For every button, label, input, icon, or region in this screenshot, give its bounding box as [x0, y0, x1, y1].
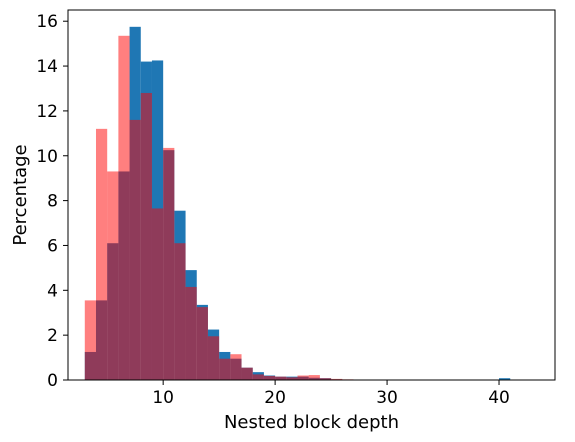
- x-tick-label: 20: [264, 388, 286, 408]
- plot-frame: [67, 9, 556, 381]
- y-tick-label: 14: [36, 57, 58, 77]
- histogram-bar-series-2-bin-16: [252, 374, 264, 380]
- x-axis: 10 20 30 40: [152, 380, 510, 408]
- histogram-bar-series-2-bin-21: [308, 375, 320, 380]
- x-tick-label: 40: [488, 388, 510, 408]
- y-tick-label: 2: [47, 326, 58, 346]
- histogram-bar-series-2-bin-23: [331, 378, 343, 380]
- y-tick-label: 12: [36, 102, 58, 122]
- y-axis-label: Percentage: [10, 144, 31, 245]
- histogram-bar-series-2-bin-22: [319, 378, 332, 380]
- y-tick-label: 4: [47, 281, 58, 301]
- histogram-bar-series-2-bin-9: [174, 243, 186, 380]
- histogram-bar-series-2-bin-19: [286, 377, 298, 380]
- histogram-bar-series-2-bin-7: [151, 208, 164, 380]
- y-axis: 0 2 4 6 8 10 12 14 16: [36, 12, 68, 391]
- x-axis-label: Nested block depth: [224, 412, 399, 433]
- histogram-bar-series-2-bin-17: [263, 375, 276, 380]
- histogram-bar-series-2-bin-15: [241, 367, 253, 380]
- histogram-bar-series-1-bin-38: [499, 378, 511, 380]
- histogram-bar-series-2-bin-13: [219, 358, 231, 380]
- x-tick-label: 30: [376, 388, 398, 408]
- y-tick-label: 8: [47, 192, 58, 212]
- histogram-bar-series-2-bin-3: [107, 171, 119, 380]
- histogram-bar-series-2-bin-12: [207, 336, 220, 380]
- histogram-bar-series-2-bin-2: [95, 128, 108, 380]
- y-tick-label: 16: [36, 12, 58, 32]
- y-tick-label: 6: [47, 236, 58, 256]
- histogram-bar-series-2-bin-1: [84, 300, 96, 380]
- histogram-bar-series-2-bin-8: [163, 147, 175, 380]
- x-tick-label: 10: [152, 388, 174, 408]
- histogram-bar-series-2-bin-14: [230, 354, 242, 380]
- histogram-bar-series-2-bin-18: [275, 376, 287, 380]
- histogram-bar-series-2-bin-5: [129, 119, 141, 380]
- y-tick-label: 10: [36, 147, 58, 167]
- histogram-bar-series-2-bin-6: [140, 92, 152, 380]
- histogram-bar-series-2-bin-4: [118, 35, 130, 380]
- histogram-bar-series-2-bin-20: [297, 375, 309, 380]
- histogram-bar-series-2-bin-10: [185, 286, 197, 380]
- histogram-bar-series-2-bin-11: [196, 307, 208, 380]
- y-tick-label: 0: [47, 371, 58, 391]
- plot-area: [84, 26, 533, 380]
